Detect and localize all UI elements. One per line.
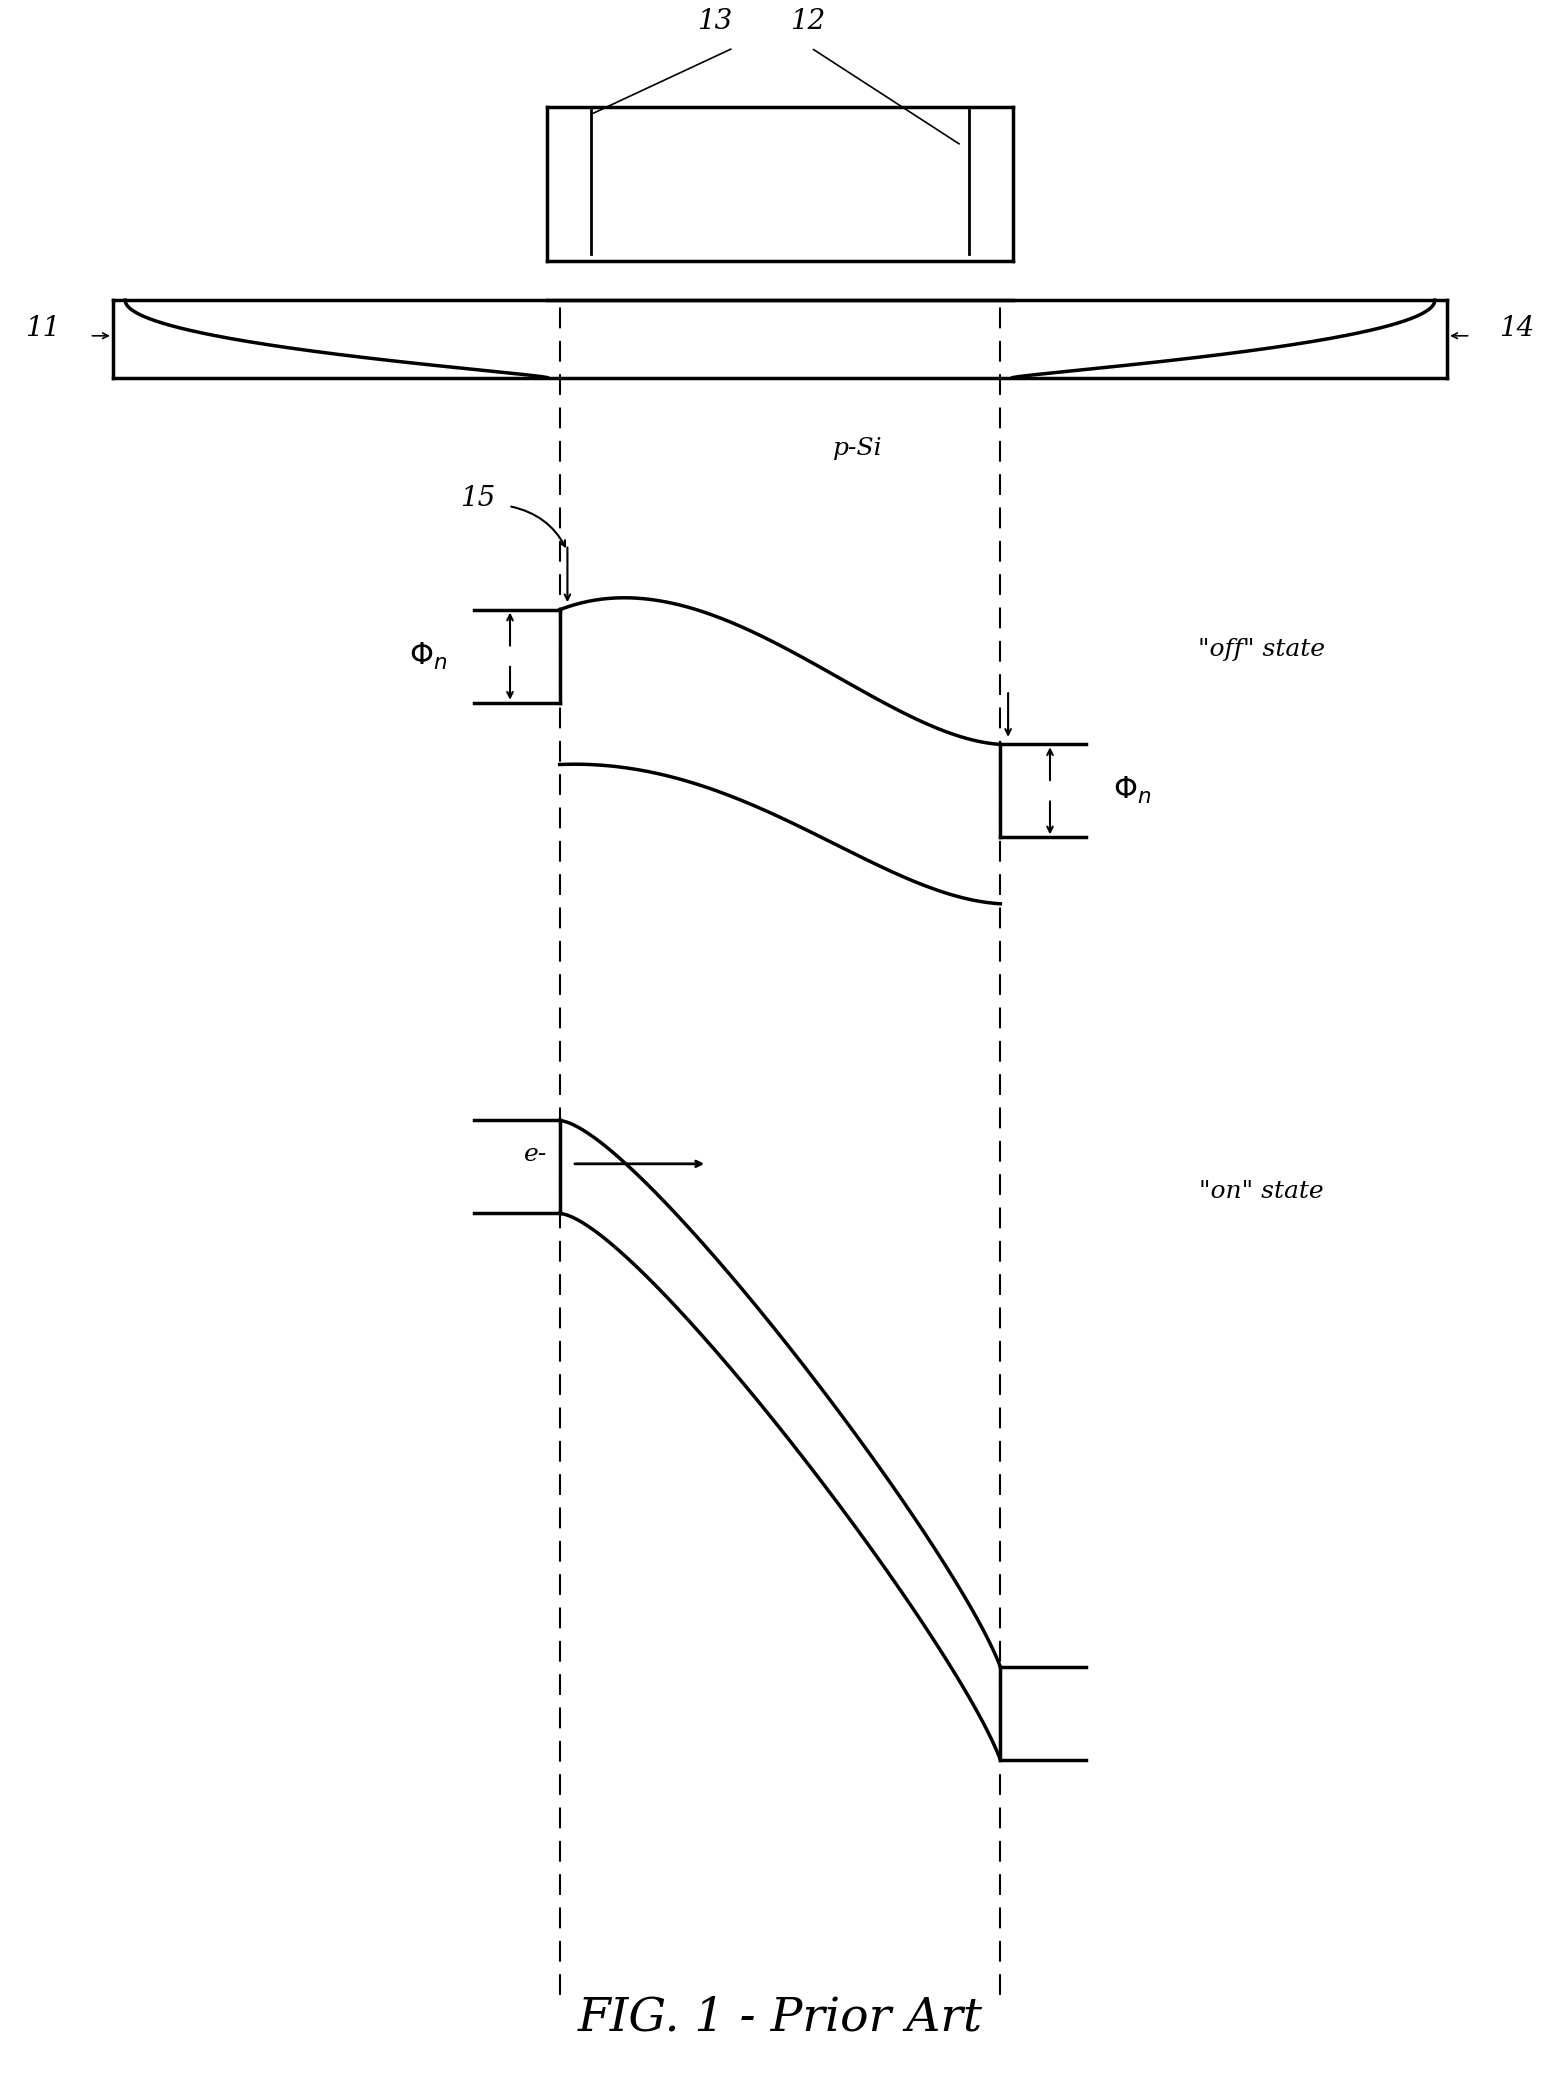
Text: $\Phi_n$: $\Phi_n$ xyxy=(409,640,448,672)
Text: 15: 15 xyxy=(460,485,495,513)
Text: "on" state: "on" state xyxy=(1198,1180,1323,1203)
Text: 11: 11 xyxy=(25,314,61,341)
Text: 12: 12 xyxy=(791,8,825,36)
Text: p-Si: p-Si xyxy=(833,437,883,460)
Text: 14: 14 xyxy=(1499,314,1535,341)
Text: $\Phi_n$: $\Phi_n$ xyxy=(1112,776,1151,805)
Text: FIG. 1 - Prior Art: FIG. 1 - Prior Art xyxy=(577,1996,983,2042)
Text: "off" state: "off" state xyxy=(1198,638,1324,661)
Text: 13: 13 xyxy=(697,8,733,36)
Text: e-: e- xyxy=(524,1142,548,1165)
